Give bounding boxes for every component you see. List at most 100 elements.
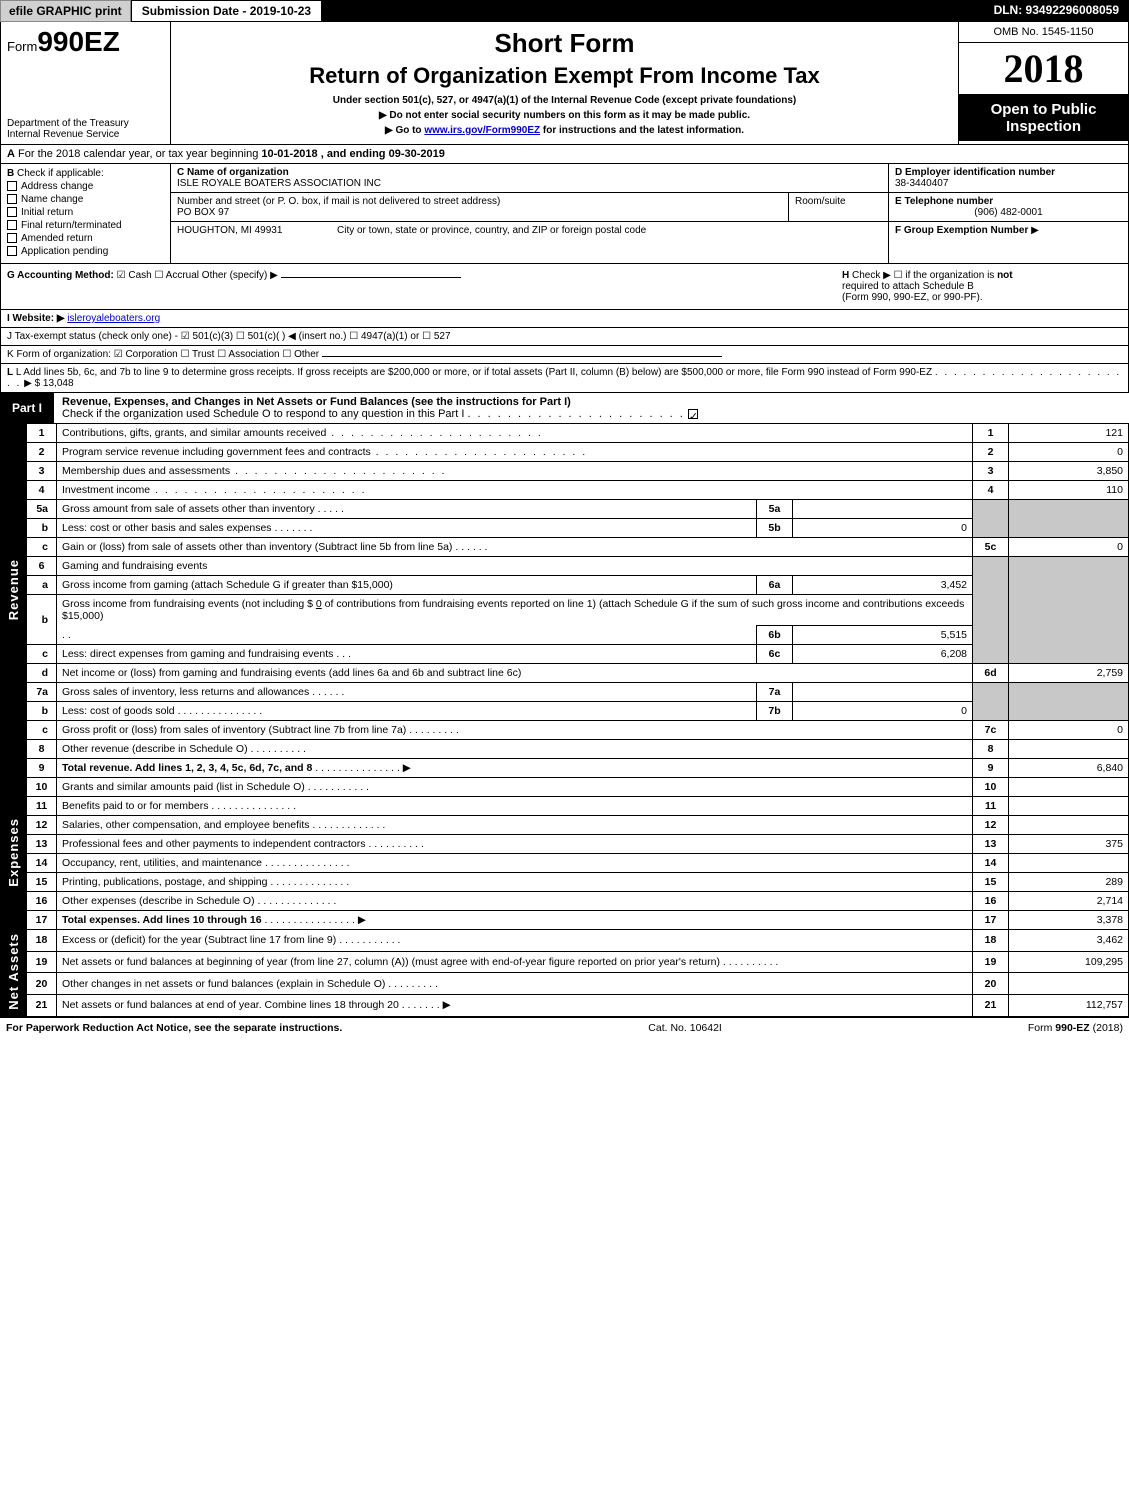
ty-end: 09-30-2019: [389, 148, 445, 160]
h-text3: (Form 990, 990-EZ, or 990-PF).: [842, 292, 983, 303]
l-amount: ▶ $ 13,048: [24, 378, 73, 389]
e-label: E Telephone number: [895, 196, 1122, 207]
chk-initial-return[interactable]: [7, 207, 17, 217]
ln15-no: 15: [27, 873, 57, 892]
header-left: Form990EZ Department of the Treasury Int…: [1, 22, 171, 144]
ln8-desc: Other revenue (describe in Schedule O): [62, 743, 248, 755]
ln19-no: 19: [27, 951, 57, 973]
ln6c-desc: Less: direct expenses from gaming and fu…: [62, 648, 333, 660]
ln21-rn: 21: [973, 995, 1009, 1017]
ln17-desc: Total expenses. Add lines 10 through 16: [62, 914, 262, 926]
efile-print-button[interactable]: efile GRAPHIC print: [0, 0, 131, 22]
g-opts: ☑ Cash ☐ Accrual Other (specify) ▶: [117, 270, 278, 281]
vtab-revenue: Revenue: [1, 424, 27, 759]
ln17-no: 17: [27, 911, 57, 930]
row-k: K Form of organization: ☑ Corporation ☐ …: [0, 346, 1129, 364]
ln15-desc: Printing, publications, postage, and shi…: [62, 876, 267, 888]
ln9-no: 9: [27, 759, 57, 778]
h-not: not: [997, 270, 1013, 281]
ln7c-rv: 0: [1009, 721, 1129, 740]
part1-checkbox[interactable]: ✓: [688, 409, 698, 419]
ln20-no: 20: [27, 973, 57, 995]
row-gh: G Accounting Method: ☑ Cash ☐ Accrual Ot…: [0, 264, 1129, 310]
ln6b-amt: 0: [316, 598, 322, 610]
i-label: I Website: ▶: [7, 313, 65, 324]
ln6a-mn: 6a: [757, 576, 793, 595]
grey-6v: [1009, 557, 1129, 664]
chk-application-pending[interactable]: [7, 246, 17, 256]
ln6c-mn: 6c: [757, 645, 793, 664]
ln10-no: 10: [27, 778, 57, 797]
chk-address-change[interactable]: [7, 181, 17, 191]
ln5b-desc: Less: cost or other basis and sales expe…: [62, 522, 272, 534]
ln7a-mv: [793, 683, 973, 702]
ln7b-mn: 7b: [757, 702, 793, 721]
ln21-rv: 112,757: [1009, 995, 1129, 1017]
row-i: I Website: ▶ isleroyaleboaters.org: [0, 310, 1129, 328]
opt-address-change: Address change: [21, 181, 93, 192]
ln18-rv: 3,462: [1009, 930, 1129, 952]
ln6-desc: Gaming and fundraising events: [62, 560, 207, 572]
sub3-post: for instructions and the latest informat…: [540, 125, 744, 136]
chk-name-change[interactable]: [7, 194, 17, 204]
ln1-desc: Contributions, gifts, grants, and simila…: [62, 427, 326, 439]
part1-header: Part I Revenue, Expenses, and Changes in…: [0, 393, 1129, 423]
h-label: H: [842, 270, 849, 281]
l-text: L Add lines 5b, 6c, and 7b to line 9 to …: [16, 367, 932, 378]
d-label: D Employer identification number: [895, 167, 1122, 178]
ln8-no: 8: [27, 740, 57, 759]
ln3-no: 3: [27, 462, 57, 481]
chk-final-return[interactable]: [7, 220, 17, 230]
line-a: A For the 2018 calendar year, or tax yea…: [0, 145, 1129, 164]
ln14-no: 14: [27, 854, 57, 873]
col-c: C Name of organization ISLE ROYALE BOATE…: [171, 164, 888, 263]
ln16-rv: 2,714: [1009, 892, 1129, 911]
ln4-no: 4: [27, 481, 57, 500]
row-j: J Tax-exempt status (check only one) - ☑…: [0, 328, 1129, 346]
topbar-spacer: [322, 0, 983, 22]
col-def: D Employer identification number 38-3440…: [888, 164, 1128, 263]
line-a-label: A: [7, 148, 15, 160]
ln6a-desc: Gross income from gaming (attach Schedul…: [62, 579, 393, 591]
k-other-input[interactable]: [322, 356, 722, 357]
b-label: B: [7, 168, 14, 179]
ln11-no: 11: [27, 797, 57, 816]
street-label: Number and street (or P. O. box, if mail…: [177, 196, 788, 207]
chk-amended-return[interactable]: [7, 233, 17, 243]
ln12-rv: [1009, 816, 1129, 835]
ln5a-desc: Gross amount from sale of assets other t…: [62, 503, 315, 515]
ln12-no: 12: [27, 816, 57, 835]
ln1-no: 1: [27, 424, 57, 443]
ln1-rn: 1: [973, 424, 1009, 443]
ln3-rv: 3,850: [1009, 462, 1129, 481]
opt-initial-return: Initial return: [21, 207, 73, 218]
ln20-rv: [1009, 973, 1129, 995]
ln17-rv: 3,378: [1009, 911, 1129, 930]
ln6c-mv: 6,208: [793, 645, 973, 664]
ln9-rv: 6,840: [1009, 759, 1129, 778]
ln15-rn: 15: [973, 873, 1009, 892]
ln8-rn: 8: [973, 740, 1009, 759]
dln-label: DLN: 93492296008059: [984, 0, 1129, 22]
grey-7v: [1009, 683, 1129, 721]
part1-dots: [467, 408, 684, 420]
ein-value: 38-3440407: [895, 178, 1122, 189]
irs-link[interactable]: www.irs.gov/Form990EZ: [424, 125, 540, 136]
g-label: G Accounting Method:: [7, 270, 114, 281]
ln13-no: 13: [27, 835, 57, 854]
header-center: Short Form Return of Organization Exempt…: [171, 22, 958, 144]
ln3-rn: 3: [973, 462, 1009, 481]
c-name-label: C Name of organization: [177, 167, 882, 178]
footer-mid: Cat. No. 10642I: [648, 1022, 722, 1034]
website-link[interactable]: isleroyaleboaters.org: [67, 313, 160, 324]
g-other-input[interactable]: [281, 277, 461, 278]
ln4-rv: 110: [1009, 481, 1129, 500]
submission-date: Submission Date - 2019-10-23: [131, 0, 322, 22]
dept-treasury: Department of the Treasury: [7, 118, 164, 129]
top-bar: efile GRAPHIC print Submission Date - 20…: [0, 0, 1129, 22]
ln13-desc: Professional fees and other payments to …: [62, 838, 366, 850]
ln10-desc: Grants and similar amounts paid (list in…: [62, 781, 305, 793]
ln5a-mv: [793, 500, 973, 519]
ln1-rv: 121: [1009, 424, 1129, 443]
col-b: B Check if applicable: Address change Na…: [1, 164, 171, 263]
